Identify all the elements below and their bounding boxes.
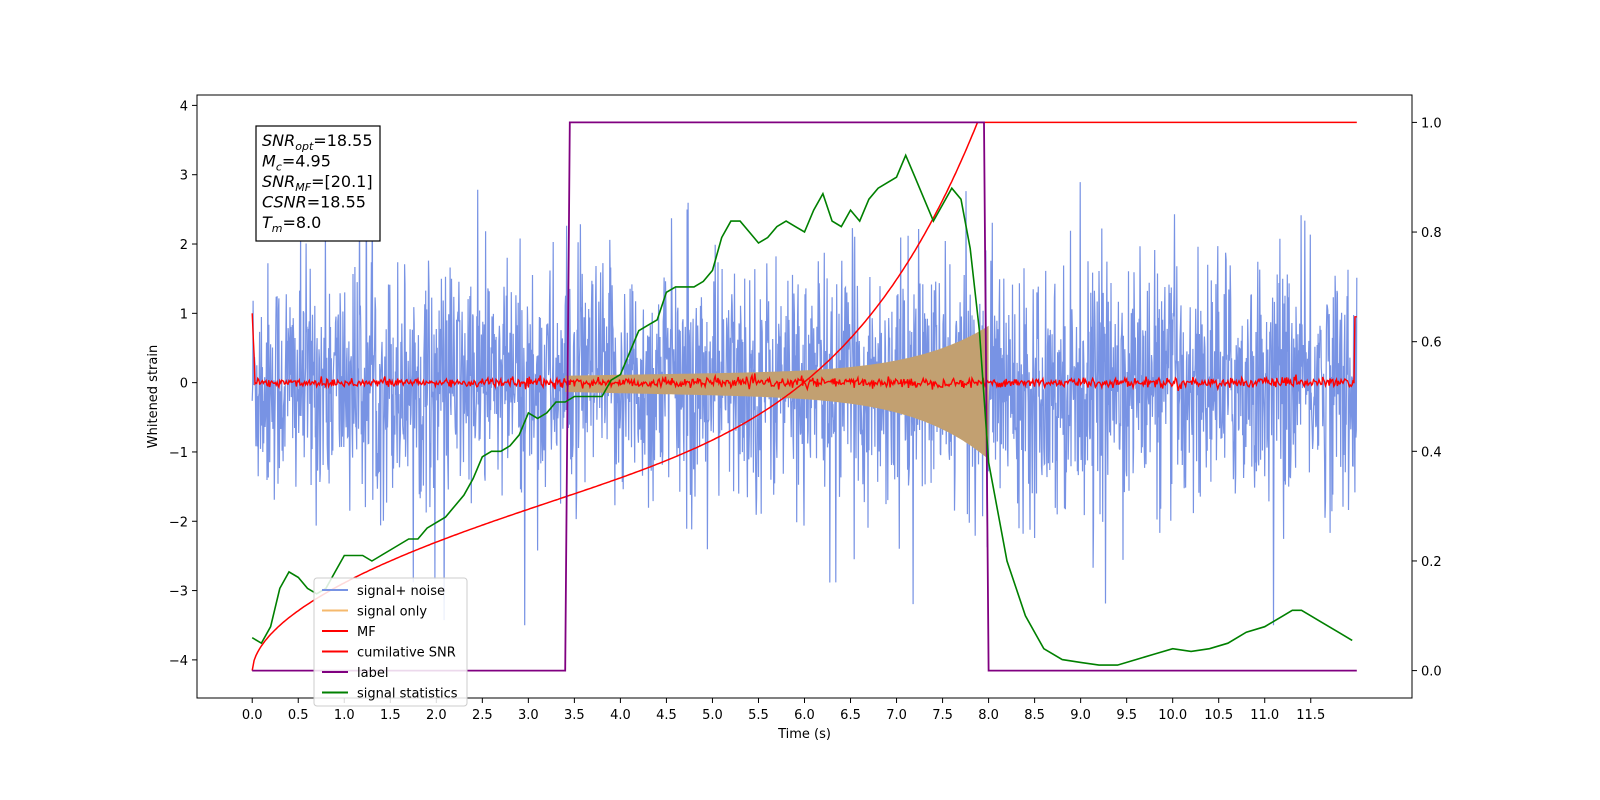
x-tick-label: 3.5 <box>564 708 585 723</box>
x-axis-label: Time (s) <box>777 727 831 742</box>
annotation-line: SNRopt=18.55 <box>262 131 373 153</box>
plot-area <box>251 121 1358 672</box>
legend: signal+ noise signal only MF cumilative SNR… <box>313 577 468 707</box>
series-label <box>252 121 1357 672</box>
x-tick-label: 1.5 <box>380 708 401 723</box>
y-tick-label: 2 <box>180 238 188 253</box>
legend-entry: signal statistics <box>357 687 458 702</box>
y-axis-left: 4 3 2 1 0 −1 −2 −3 −4 <box>169 99 197 669</box>
series-cumulative-snr <box>251 121 1357 671</box>
x-tick-label: 8.5 <box>1024 708 1045 723</box>
y2-tick-label: 0.2 <box>1421 555 1442 570</box>
x-tick-label: 9.5 <box>1116 708 1137 723</box>
y-tick-label: 0 <box>180 377 188 392</box>
series-signal-only <box>565 325 989 460</box>
legend-entry: signal only <box>357 605 427 620</box>
y-tick-label: −3 <box>169 585 188 600</box>
x-tick-label: 11.0 <box>1250 708 1279 723</box>
x-tick-label: 6.0 <box>794 708 815 723</box>
y-axis-label: Whitened strain <box>146 345 161 448</box>
legend-frame <box>313 577 468 707</box>
y-tick-label: 3 <box>180 169 188 184</box>
annotation-frame <box>255 125 381 242</box>
x-tick-label: 4.0 <box>610 708 631 723</box>
y2-tick-label: 0.0 <box>1421 665 1442 680</box>
y-tick-label: 4 <box>180 99 188 114</box>
series-signal-statistics <box>251 153 1353 666</box>
stats-annotation-box: SNRopt=18.55Mc=4.95SNRMF=[20.1]CSNR=18.5… <box>255 125 381 242</box>
x-tick-label: 5.0 <box>702 708 723 723</box>
x-tick-label: 2.5 <box>472 708 493 723</box>
x-tick-label: 6.5 <box>840 708 861 723</box>
x-tick-label: 10.0 <box>1158 708 1187 723</box>
x-tick-label: 8.0 <box>978 708 999 723</box>
y-tick-label: −1 <box>169 446 188 461</box>
legend-entry: MF <box>357 625 376 640</box>
y-tick-label: −2 <box>169 515 188 530</box>
legend-entry: signal+ noise <box>357 584 445 599</box>
x-tick-label: 7.5 <box>932 708 953 723</box>
annotation-line: CSNR=18.55 <box>262 193 366 212</box>
y2-tick-label: 0.4 <box>1421 445 1442 460</box>
x-tick-label: 3.0 <box>518 708 539 723</box>
annotation-line: SNRMF=[20.1] <box>262 172 373 194</box>
y2-tick-label: 0.6 <box>1421 336 1442 351</box>
y2-tick-label: 1.0 <box>1421 116 1442 131</box>
annotation-line: Tm=8.0 <box>262 213 321 235</box>
x-tick-label: 0.0 <box>242 708 263 723</box>
x-tick-label: 2.0 <box>426 708 447 723</box>
y2-tick-label: 0.8 <box>1421 226 1442 241</box>
x-tick-label: 11.5 <box>1296 708 1325 723</box>
x-tick-label: 0.5 <box>288 708 309 723</box>
x-tick-label: 1.0 <box>334 708 355 723</box>
x-tick-label: 9.0 <box>1070 708 1091 723</box>
x-axis: 0.0 0.5 1.0 1.5 2.0 2.5 3.0 3.5 4.0 4.5 5.0 5.5 6.0 6… <box>242 698 1325 723</box>
legend-entry: label <box>357 666 388 681</box>
legend-entry: cumilative SNR <box>357 646 456 661</box>
x-tick-label: 10.5 <box>1204 708 1233 723</box>
x-tick-label: 4.5 <box>656 708 677 723</box>
y-tick-label: −4 <box>169 654 188 669</box>
annotation-line: Mc=4.95 <box>262 152 331 174</box>
x-tick-label: 5.5 <box>748 708 769 723</box>
x-tick-label: 7.0 <box>886 708 907 723</box>
y-tick-label: 1 <box>180 307 188 322</box>
y-axis-right: 1.0 0.8 0.6 0.4 0.2 0.0 <box>1412 116 1442 680</box>
